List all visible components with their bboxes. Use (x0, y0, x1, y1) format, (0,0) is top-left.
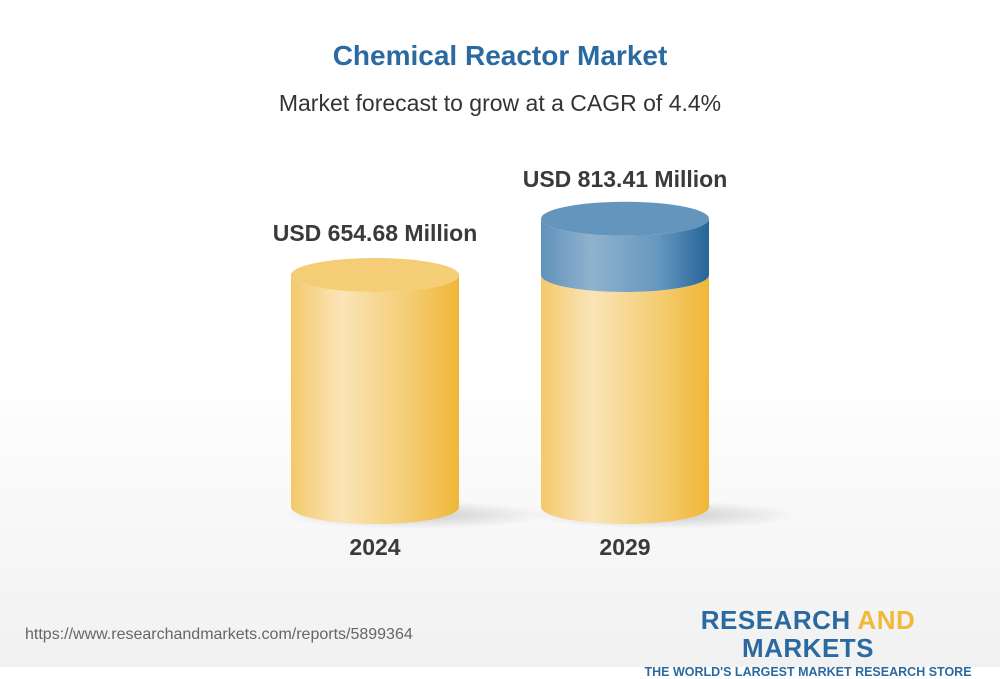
x-tick-label: 2024 (349, 534, 400, 560)
cylinder-top (541, 201, 709, 236)
chart-title: Chemical Reactor Market (332, 40, 668, 71)
chart-subtitle: Market forecast to grow at a CAGR of 4.4… (278, 90, 722, 116)
logo-markets: MARKETS (741, 633, 875, 663)
bar-2029-growth (541, 218, 709, 292)
bar-2029-base (541, 275, 709, 524)
bar-2024-base (291, 275, 459, 524)
x-tick-label: 2029 (599, 534, 650, 560)
data-label: USD 654.68 Million (273, 220, 478, 246)
research-and-markets-logo: RESEARCH AND MARKETS THE WORLD'S LARGEST… (640, 606, 976, 679)
logo-and: AND (857, 605, 916, 635)
cylinder-top (291, 258, 459, 292)
cylinder-chart: USD 654.68 Million USD 813.41 Million 20… (273, 166, 799, 560)
source-url[interactable]: https://www.researchandmarkets.com/repor… (25, 626, 413, 643)
data-label: USD 813.41 Million (523, 166, 728, 192)
logo-research: RESEARCH (700, 605, 851, 635)
logo-tagline: THE WORLD'S LARGEST MARKET RESEARCH STOR… (644, 665, 972, 679)
